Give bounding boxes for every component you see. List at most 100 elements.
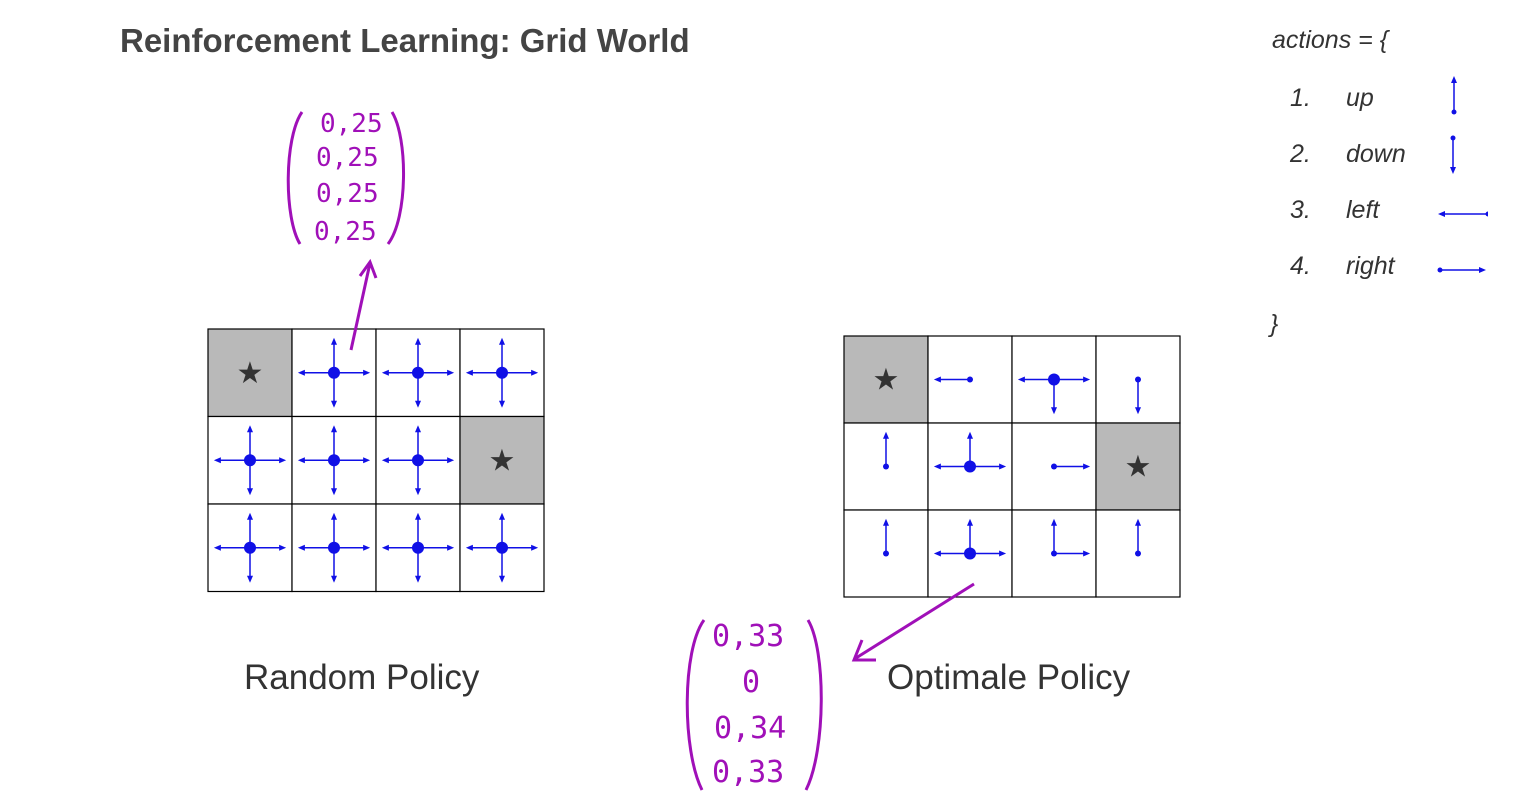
origin-dot — [412, 454, 424, 467]
legend-row-down: 2. down — [1268, 132, 1518, 182]
grid-cell — [843, 509, 929, 598]
legend-row-right: 4. right — [1268, 244, 1518, 294]
legend-row-up: 1. up — [1268, 76, 1518, 126]
grid-cell — [927, 509, 1013, 598]
arrow-right-icon — [1437, 267, 1486, 273]
legend-action-name: left — [1346, 196, 1380, 224]
legend-number: 2. — [1290, 140, 1311, 168]
grid-cell — [927, 335, 1013, 424]
origin-dot — [1135, 550, 1141, 557]
optimal-policy-grid-svg: ★★ — [843, 335, 1181, 598]
grid-cell — [927, 422, 1013, 511]
star-icon: ★ — [1125, 450, 1152, 485]
grid-cell — [1095, 335, 1181, 424]
origin-dot — [328, 541, 340, 554]
origin-dot — [328, 454, 340, 467]
goal-cell: ★ — [1095, 422, 1181, 511]
origin-dot — [244, 454, 256, 467]
random-policy-probability-annotation: 0,25 0,25 0,25 0,25 — [280, 98, 420, 358]
origin-dot — [1051, 550, 1057, 557]
arrow-down-icon — [1450, 135, 1456, 174]
random-policy-grid-svg: ★★ — [207, 328, 545, 593]
legend-row-left: 3. left — [1268, 188, 1518, 238]
annotation-value: 0,25 — [316, 143, 379, 173]
grid-cell — [459, 503, 545, 593]
origin-dot — [244, 541, 256, 554]
grid-cell — [291, 415, 377, 505]
origin-dot — [412, 541, 424, 554]
cell-background — [1095, 422, 1181, 511]
annotation-arrow-line — [855, 582, 975, 660]
grid-cell — [291, 503, 377, 593]
origin-dot — [964, 460, 976, 473]
origin-dot — [964, 547, 976, 560]
grid-cell — [1011, 509, 1097, 598]
grid-cell — [207, 503, 293, 593]
grid-cell — [459, 328, 545, 418]
arrow-up-icon — [1051, 518, 1057, 554]
optimal-policy-annotation-svg: 0,33 0 0,34 0,33 — [685, 582, 975, 791]
actions-legend: actions = { 1. up 2. down 3. left 4. rig… — [1268, 20, 1528, 360]
legend-action-name: up — [1346, 84, 1374, 112]
random-policy-grid: ★ ★ — [207, 328, 545, 593]
goal-cell: ★ — [459, 415, 545, 505]
origin-dot — [328, 366, 340, 379]
annotation-arrowhead-icon — [358, 258, 378, 279]
star-icon: ★ — [873, 363, 900, 398]
grid-cell — [843, 422, 929, 511]
origin-dot — [496, 541, 508, 554]
grid-cell — [1095, 509, 1181, 598]
annotation-value: 0,25 — [316, 179, 379, 209]
grid-cell — [375, 328, 461, 418]
origin-dot — [1135, 376, 1141, 383]
optimal-policy-grid: ★ ★ — [843, 335, 1181, 598]
left-bracket-icon — [286, 111, 304, 245]
right-bracket-icon — [804, 619, 823, 791]
grid-cell — [375, 415, 461, 505]
arrow-left-icon — [1438, 211, 1488, 217]
arrow-right-icon — [1054, 550, 1091, 557]
random-policy-caption: Random Policy — [244, 658, 480, 697]
star-icon: ★ — [489, 443, 516, 478]
arrow-up-icon — [883, 518, 889, 554]
legend-header: actions = { — [1272, 26, 1389, 54]
grid-cell — [1011, 335, 1097, 424]
arrow-up-icon — [1451, 76, 1457, 115]
annotation-arrow-line — [349, 262, 372, 351]
right-bracket-icon — [386, 111, 405, 245]
annotation-value: 0,25 — [314, 217, 377, 247]
origin-dot — [1051, 463, 1057, 470]
grid-cell — [291, 328, 377, 418]
arrow-down-icon — [1135, 379, 1141, 415]
arrow-up-icon — [883, 431, 889, 467]
optimal-policy-probability-annotation: 0,33 0 0,34 0,33 — [676, 580, 986, 800]
annotation-value: 0,25 — [320, 109, 383, 139]
grid-cell — [1011, 422, 1097, 511]
annotation-value: 0,33 — [712, 619, 784, 654]
legend-closing-brace: } — [1270, 310, 1279, 338]
origin-dot — [883, 550, 889, 557]
origin-dot — [1048, 373, 1060, 386]
legend-action-name: right — [1346, 252, 1395, 280]
goal-cell: ★ — [843, 335, 929, 424]
origin-dot — [967, 376, 973, 383]
legend-number: 1. — [1290, 84, 1311, 112]
origin-dot — [496, 366, 508, 379]
legend-number: 3. — [1290, 196, 1311, 224]
left-bracket-icon — [685, 619, 706, 791]
origin-dot — [412, 366, 424, 379]
optimal-policy-caption: Optimale Policy — [887, 658, 1131, 697]
goal-cell: ★ — [207, 328, 293, 418]
grid-cell — [207, 415, 293, 505]
random-policy-annotation-svg: 0,25 0,25 0,25 0,25 — [286, 109, 405, 351]
legend-number: 4. — [1290, 252, 1311, 280]
cell-background — [207, 328, 293, 418]
page-title: Reinforcement Learning: Grid World — [120, 22, 690, 59]
grid-cell — [375, 503, 461, 593]
annotation-arrowhead-icon — [851, 639, 876, 662]
annotation-value: 0 — [742, 665, 760, 700]
legend-action-name: down — [1346, 140, 1406, 168]
annotation-value: 0,34 — [714, 711, 786, 746]
arrow-up-icon — [1135, 518, 1141, 554]
annotation-value: 0,33 — [712, 755, 784, 790]
